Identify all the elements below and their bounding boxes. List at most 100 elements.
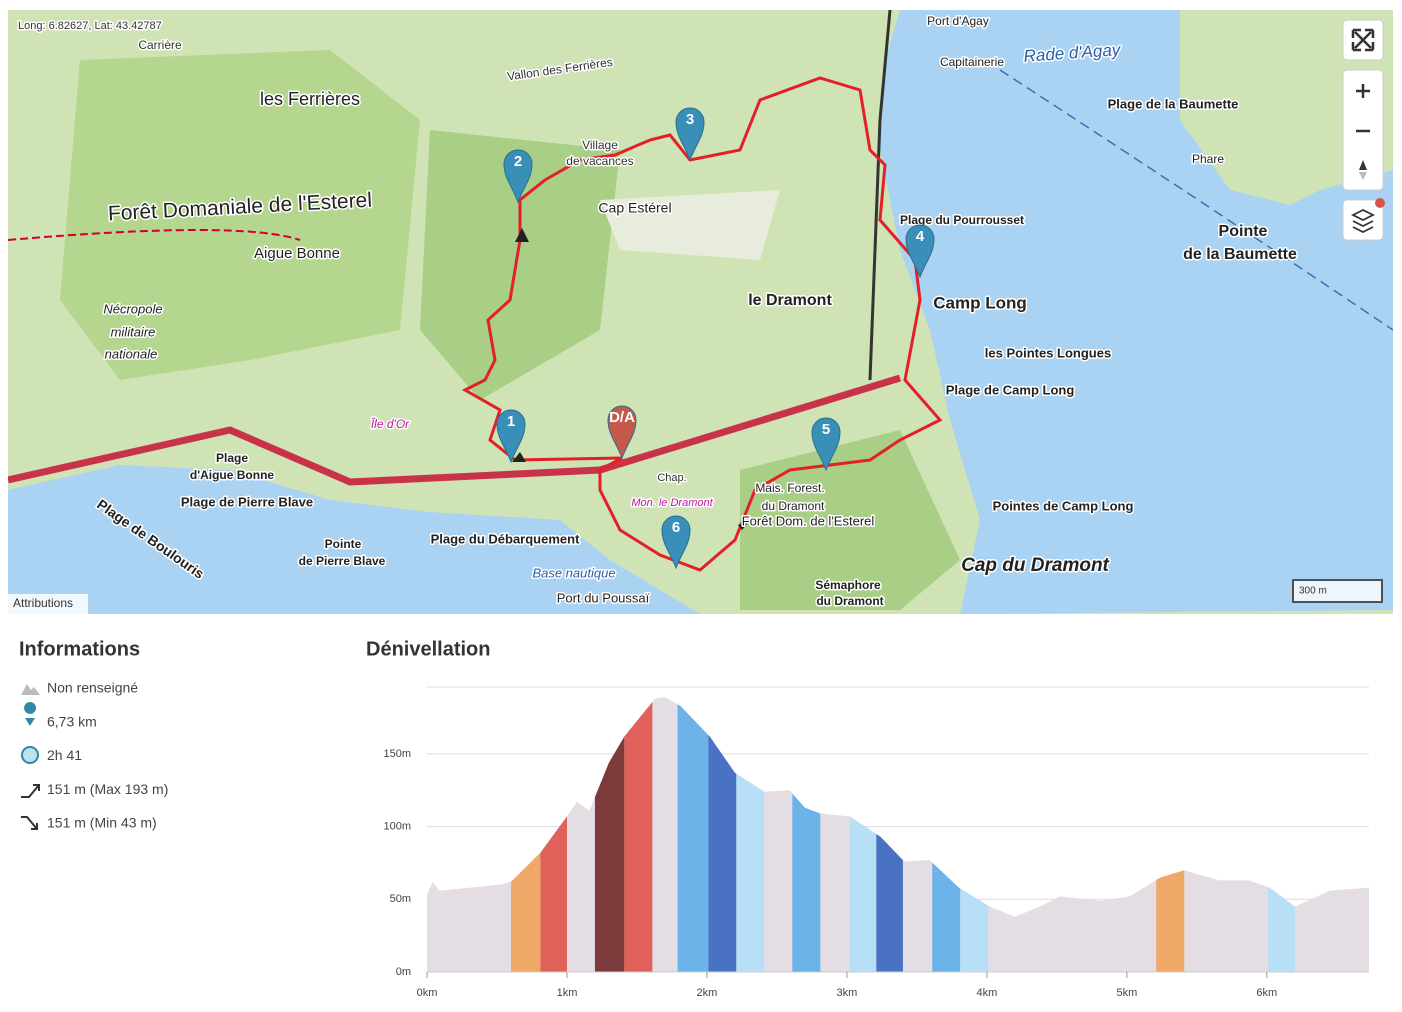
map-label: Mon. le Dramont: [631, 497, 713, 509]
x-tick-label: 4km: [976, 987, 997, 999]
map-label: les Ferrières: [260, 89, 360, 109]
x-tick-label: 6km: [1256, 987, 1277, 999]
info-title: Informations: [19, 638, 140, 660]
map-label: Base nautique: [532, 565, 615, 580]
marker-label: 1: [507, 413, 515, 430]
layers-badge: [1375, 198, 1385, 208]
marker-pin: [607, 405, 637, 460]
waypoint-marker[interactable]: 2: [503, 149, 533, 204]
map-label: militaire: [111, 324, 156, 339]
map-label: Sémaphore: [815, 578, 881, 592]
start-marker[interactable]: D/A: [607, 405, 637, 460]
forest: [740, 430, 960, 610]
map-label: Plage du Pourrousset: [900, 213, 1024, 227]
info-item: 151 m (Min 43 m): [47, 815, 157, 831]
map-label: Cap du Dramont: [961, 555, 1109, 576]
waypoint-marker[interactable]: 4: [905, 224, 935, 279]
marker-label: 2: [514, 153, 522, 170]
y-tick-label: 0m: [396, 966, 411, 978]
map-label: Plage de Pierre Blave: [181, 494, 313, 509]
coordinates: Long: 6.82627, Lat: 43.42787: [18, 20, 162, 32]
y-tick-label: 50m: [390, 893, 411, 905]
map-label: Chap.: [657, 472, 686, 484]
compass-south: [1359, 172, 1367, 180]
marker-label: 5: [822, 421, 830, 438]
map-label: Capitainerie: [940, 55, 1004, 69]
waypoint-marker[interactable]: 6: [661, 515, 691, 570]
scale-bar: [1292, 579, 1383, 603]
fullscreen-icon: [1351, 28, 1375, 52]
layers-icon: [1350, 208, 1376, 234]
marker-pin: [675, 107, 705, 162]
compass-button[interactable]: [1359, 160, 1367, 170]
map-label: Pointe: [325, 537, 362, 551]
map-label: Carrière: [138, 38, 182, 52]
x-tick-label: 2km: [697, 987, 718, 999]
x-tick-label: 3km: [837, 987, 858, 999]
duration-icon: [21, 746, 39, 764]
slope-segment: [624, 697, 653, 972]
road: [8, 374, 902, 486]
waypoint-marker[interactable]: 1: [496, 409, 526, 464]
attributions-label[interactable]: Attributions: [13, 596, 73, 610]
info-list: Non renseigné 6,73 km 2h 41 151 m (Max 193 …: [47, 680, 168, 831]
map-label: de la Baumette: [1183, 246, 1297, 263]
urban: [600, 190, 780, 260]
scale-label: 300 m: [1299, 586, 1327, 597]
elevation-area: [427, 697, 1369, 972]
attributions-button[interactable]: [8, 594, 88, 614]
map-label: Port du Poussaï: [557, 590, 650, 605]
forest: [60, 50, 420, 380]
marker-pin: [661, 515, 691, 570]
info-item: 6,73 km: [47, 713, 97, 729]
map-label: Phare: [1192, 152, 1224, 166]
x-tick-label: 0km: [417, 987, 438, 999]
map-label: les Pointes Longues: [985, 345, 1111, 360]
distance-icon: [24, 702, 37, 726]
map-label: Île d'Or: [371, 416, 410, 431]
map-label: de vacances: [566, 154, 633, 168]
y-tick-label: 100m: [383, 820, 411, 832]
marker-pin: [811, 417, 841, 472]
map-label: Cap Estérel: [598, 200, 671, 216]
map-label: Pointes de Camp Long: [993, 498, 1134, 513]
descent-icon: [21, 816, 38, 830]
sea-lane: [999, 69, 1393, 331]
map-label: de Pierre Blave: [299, 554, 386, 568]
marker-pin: [496, 409, 526, 464]
map-label: Village: [582, 138, 618, 152]
marker-pin: [503, 149, 533, 204]
map-label: Camp Long: [933, 293, 1027, 312]
waypoint-marker[interactable]: 5: [811, 417, 841, 472]
marker-label: 4: [916, 228, 925, 245]
map-label: Pointe: [1219, 223, 1268, 240]
map-label: Nécropole: [103, 301, 162, 316]
map-label: Forêt Dom. de l'Esterel: [742, 513, 875, 528]
y-tick-label: 150m: [383, 748, 411, 760]
info-item: 151 m (Max 193 m): [47, 781, 168, 797]
map-label: Plage du Débarquement: [431, 531, 580, 546]
ascent-icon: [21, 784, 40, 798]
map-label: Port d'Agay: [927, 14, 989, 28]
zoom-in-button[interactable]: [1356, 84, 1370, 98]
x-tick-label: 1km: [557, 987, 578, 999]
info-icons: [21, 684, 40, 830]
info-item: 2h 41: [47, 747, 82, 763]
map-controls: [1342, 19, 1385, 241]
waypoint-marker[interactable]: 3: [675, 107, 705, 162]
marker-pin: [905, 224, 935, 279]
map-label: Plage: [216, 451, 248, 465]
map-label: Aigue Bonne: [254, 245, 340, 262]
map-label: Plage de la Baumette: [1108, 96, 1239, 111]
slope-segment: [677, 697, 709, 972]
markers: 1 2 3 4 5 6 D/A: [496, 107, 935, 570]
railway: [868, 10, 892, 381]
x-tick-label: 5km: [1116, 987, 1137, 999]
peninsula: [1180, 10, 1393, 205]
difficulty-icon: [21, 684, 40, 695]
marker-label: 6: [672, 519, 680, 536]
map-label: du Dramont: [762, 499, 825, 513]
